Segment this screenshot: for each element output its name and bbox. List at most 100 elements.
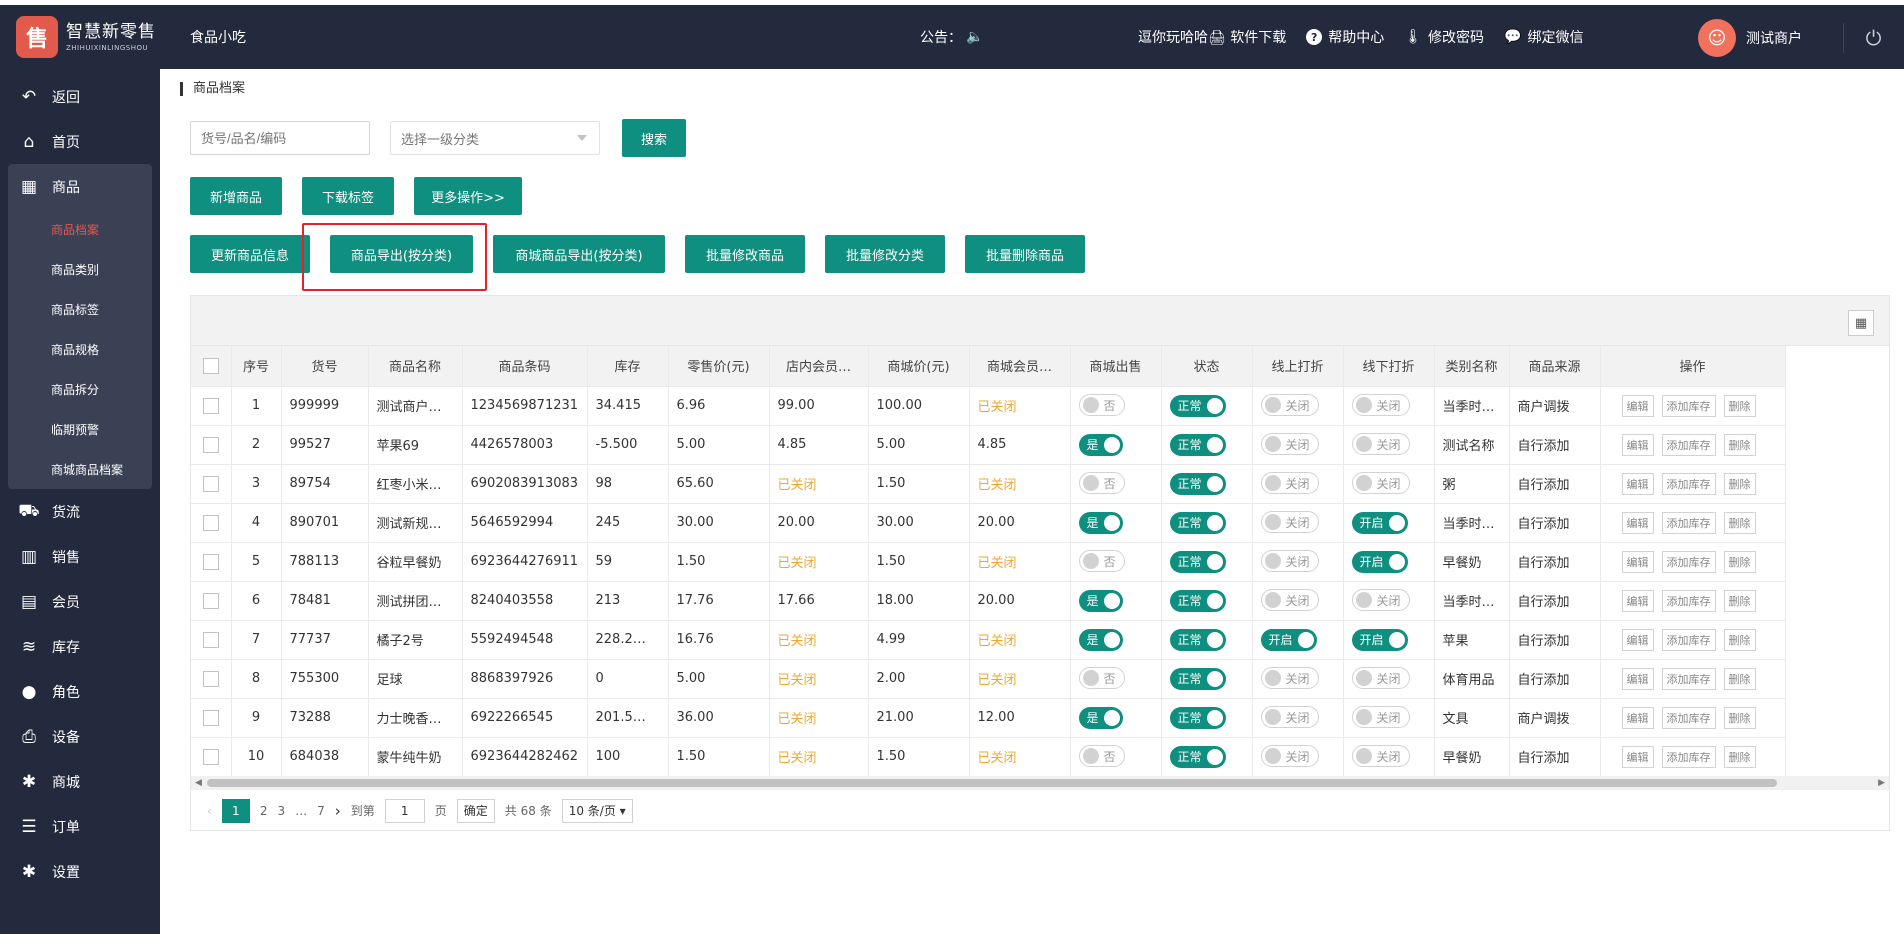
delete-button[interactable]: 删除 <box>1723 628 1756 651</box>
row-checkbox[interactable] <box>202 670 219 687</box>
status-toggle[interactable]: 正常 <box>1169 706 1226 729</box>
edit-button[interactable]: 编辑 <box>1621 667 1654 690</box>
page-button[interactable]: 2 <box>259 803 268 818</box>
mall-sell-toggle[interactable]: 否 <box>1078 745 1125 767</box>
edit-button[interactable]: 编辑 <box>1621 628 1654 651</box>
next-page-icon[interactable]: › <box>334 801 341 820</box>
select-all-checkbox[interactable] <box>202 357 219 374</box>
online-discount-toggle[interactable]: 关闭 <box>1260 745 1319 767</box>
row-checkbox-cell[interactable] <box>191 542 232 582</box>
export-goods-by-category-button[interactable]: 商品导出(按分类) <box>330 235 473 273</box>
change-password-link[interactable]: 🌡 修改密码 <box>1404 27 1484 47</box>
edit-button[interactable]: 编辑 <box>1621 550 1654 573</box>
power-icon[interactable]: ⏻ <box>1843 23 1903 53</box>
batch-edit-goods-button[interactable]: 批量修改商品 <box>685 235 805 273</box>
sidebar-item-sales[interactable]: ▥ 销售 <box>0 534 160 579</box>
category-select[interactable]: 选择一级分类 <box>390 121 600 155</box>
sidebar-sub-goods-archive[interactable]: 商品档案 <box>51 222 100 237</box>
row-checkbox-cell[interactable] <box>191 503 232 543</box>
add-stock-button[interactable]: 添加库存 <box>1661 667 1716 690</box>
sidebar-item-home[interactable]: ⌂ 首页 <box>0 119 160 164</box>
sidebar-item-roles[interactable]: ● 角色 <box>0 669 160 714</box>
edit-button[interactable]: 编辑 <box>1621 589 1654 612</box>
edit-button[interactable]: 编辑 <box>1621 472 1654 495</box>
page-button[interactable]: 3 <box>277 803 286 818</box>
horizontal-scrollbar[interactable]: ◀ ▶ <box>191 776 1889 790</box>
sidebar-sub-goods-category[interactable]: 商品类别 <box>51 262 100 277</box>
mall-sell-toggle[interactable]: 是 <box>1078 433 1123 456</box>
online-discount-toggle[interactable]: 关闭 <box>1260 394 1319 416</box>
mall-sell-toggle[interactable]: 是 <box>1078 628 1123 651</box>
online-discount-toggle[interactable]: 关闭 <box>1260 472 1319 494</box>
download-label-button[interactable]: 下载标签 <box>302 177 394 215</box>
online-discount-toggle[interactable]: 关闭 <box>1260 433 1319 455</box>
row-checkbox[interactable] <box>202 397 219 414</box>
sidebar-sub-expiry-warning[interactable]: 临期预警 <box>51 422 100 437</box>
select-all-checkbox-cell[interactable] <box>191 346 232 387</box>
sidebar-item-inventory[interactable]: ≋ 库存 <box>0 624 160 669</box>
row-checkbox-cell[interactable] <box>191 620 232 660</box>
status-toggle[interactable]: 正常 <box>1169 589 1226 612</box>
mall-sell-toggle[interactable]: 是 <box>1078 589 1123 612</box>
bind-wechat-link[interactable]: 💬 绑定微信 <box>1504 27 1583 47</box>
row-checkbox-cell[interactable] <box>191 737 232 777</box>
delete-button[interactable]: 删除 <box>1723 472 1756 495</box>
sidebar-item-members[interactable]: ▤ 会员 <box>0 579 160 624</box>
edit-button[interactable]: 编辑 <box>1621 394 1654 417</box>
prev-page-icon[interactable]: ‹ <box>207 803 212 818</box>
search-input[interactable] <box>190 121 370 155</box>
row-checkbox-cell[interactable] <box>191 581 232 621</box>
row-checkbox-cell[interactable] <box>191 386 232 426</box>
offline-discount-toggle[interactable]: 关闭 <box>1351 433 1410 455</box>
status-toggle[interactable]: 正常 <box>1169 433 1226 456</box>
offline-discount-toggle[interactable]: 开启 <box>1351 628 1408 651</box>
more-actions-button[interactable]: 更多操作>> <box>414 177 522 215</box>
sidebar-item-settings[interactable]: ✱ 设置 <box>0 849 160 894</box>
add-stock-button[interactable]: 添加库存 <box>1661 550 1716 573</box>
online-discount-toggle[interactable]: 关闭 <box>1260 550 1319 572</box>
delete-button[interactable]: 删除 <box>1723 589 1756 612</box>
delete-button[interactable]: 删除 <box>1723 394 1756 417</box>
row-checkbox-cell[interactable] <box>191 698 232 738</box>
sidebar-item-devices[interactable]: ⎙ 设备 <box>0 714 160 759</box>
goto-page-input[interactable]: 1 <box>384 798 425 823</box>
row-checkbox-cell[interactable] <box>191 464 232 504</box>
delete-button[interactable]: 删除 <box>1723 745 1756 768</box>
offline-discount-toggle[interactable]: 开启 <box>1351 511 1408 534</box>
delete-button[interactable]: 删除 <box>1723 550 1756 573</box>
page-button-current[interactable]: 1 <box>221 798 250 823</box>
update-goods-info-button[interactable]: 更新商品信息 <box>190 235 310 273</box>
mall-sell-toggle[interactable]: 否 <box>1078 394 1125 416</box>
offline-discount-toggle[interactable]: 开启 <box>1351 550 1408 573</box>
page-button[interactable]: 7 <box>317 803 325 818</box>
row-checkbox[interactable] <box>202 709 219 726</box>
sidebar-item-back[interactable]: ↶ 返回 <box>0 74 160 119</box>
edit-button[interactable]: 编辑 <box>1621 706 1654 729</box>
page-size-select[interactable]: 10 条/页 ▾ <box>561 798 633 823</box>
mall-sell-toggle[interactable]: 是 <box>1078 511 1123 534</box>
status-toggle[interactable]: 正常 <box>1169 667 1226 690</box>
edit-button[interactable]: 编辑 <box>1621 745 1654 768</box>
add-stock-button[interactable]: 添加库存 <box>1661 511 1716 534</box>
search-button[interactable]: 搜索 <box>622 119 686 157</box>
scrollbar-thumb[interactable] <box>207 779 1777 787</box>
mall-sell-toggle[interactable]: 否 <box>1078 550 1125 572</box>
online-discount-toggle[interactable]: 关闭 <box>1260 667 1319 689</box>
scroll-right-icon[interactable]: ▶ <box>1878 778 1885 788</box>
export-mall-goods-by-category-button[interactable]: 商城商品导出(按分类) <box>493 235 665 273</box>
status-toggle[interactable]: 正常 <box>1169 511 1226 534</box>
status-toggle[interactable]: 正常 <box>1169 472 1226 495</box>
offline-discount-toggle[interactable]: 关闭 <box>1351 706 1410 728</box>
offline-discount-toggle[interactable]: 关闭 <box>1351 667 1410 689</box>
user-menu[interactable]: ☺ 测试商户 <box>1698 19 1802 57</box>
status-toggle[interactable]: 正常 <box>1169 394 1226 417</box>
online-discount-toggle[interactable]: 关闭 <box>1260 511 1319 533</box>
add-stock-button[interactable]: 添加库存 <box>1661 706 1716 729</box>
sidebar-item-mall[interactable]: ✱ 商城 <box>0 759 160 804</box>
help-center-link[interactable]: ? 帮助中心 <box>1306 27 1384 47</box>
delete-button[interactable]: 删除 <box>1723 511 1756 534</box>
row-checkbox[interactable] <box>202 514 219 531</box>
sidebar-sub-goods-tag[interactable]: 商品标签 <box>51 302 100 317</box>
row-checkbox[interactable] <box>202 631 219 648</box>
offline-discount-toggle[interactable]: 关闭 <box>1351 745 1410 767</box>
